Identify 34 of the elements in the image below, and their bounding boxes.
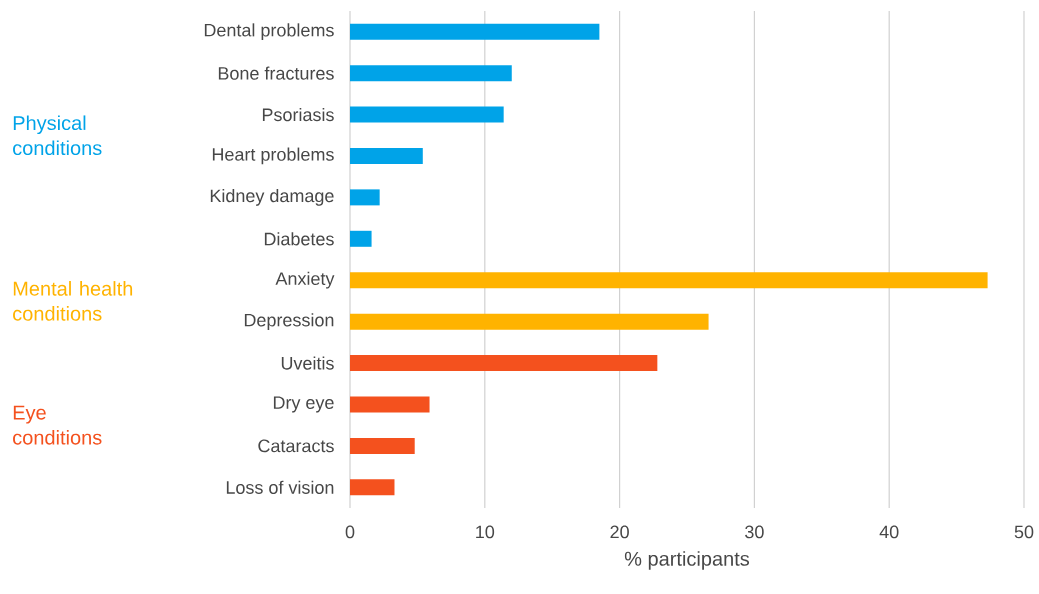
x-axis-title: % participants (624, 551, 750, 570)
y-tick-label: Cataracts (258, 439, 334, 453)
x-tick-label: 50 (1014, 525, 1034, 539)
x-tick-label: 10 (476, 525, 495, 539)
y-tick-label: Psoriasis (262, 107, 334, 122)
x-tick-label: 30 (745, 525, 764, 539)
y-tick-label: Depression (244, 313, 334, 331)
y-tick-label: Uveitis (281, 356, 334, 370)
y-tick-label: Anxiety (275, 271, 335, 289)
x-tick-label: 0 (345, 525, 355, 539)
y-tick-label: Loss of vision (226, 480, 334, 494)
bar (350, 272, 988, 289)
bar (350, 23, 600, 40)
bar (350, 355, 658, 372)
bar (350, 396, 430, 413)
y-tick-label: Diabetes (264, 232, 334, 246)
bar (350, 147, 423, 164)
y-tick-label: Dental problems (204, 23, 334, 41)
bar (350, 65, 512, 82)
y-tick-label: Dry eye (273, 396, 334, 413)
y-tick-label: Bone fractures (218, 66, 334, 80)
text: Mental health conditions (13, 281, 133, 321)
x-tick-label: 20 (610, 525, 629, 539)
y-tick-label: Kidney damage (210, 188, 334, 206)
y-tick-label: Heart problems (212, 147, 334, 165)
bar (350, 437, 415, 454)
x-tick-label: 40 (879, 525, 899, 539)
bar (350, 313, 709, 330)
bar (350, 479, 395, 496)
text: Physical conditions (13, 115, 102, 156)
bar (350, 189, 380, 206)
text: Eye conditions (13, 405, 102, 445)
bar (350, 106, 504, 123)
bar (350, 230, 372, 247)
